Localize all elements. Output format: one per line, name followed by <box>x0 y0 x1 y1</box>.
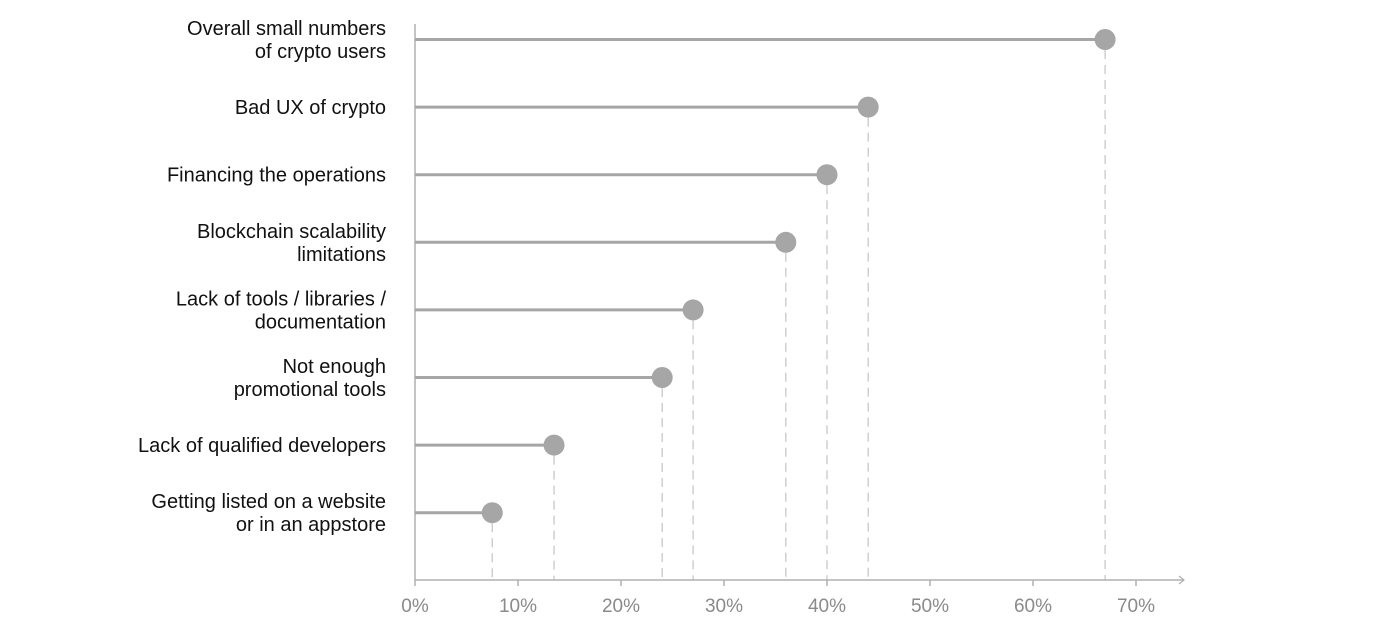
tick-labels: 0% 10% 20% 30% 40% 50% 60% 70% <box>401 596 1155 617</box>
lollipop-dot <box>857 96 879 118</box>
lollipop-dot <box>651 367 673 388</box>
category-label: Overall small numbers of crypto users <box>187 18 386 63</box>
x-tick-label: 70% <box>1117 596 1155 617</box>
lollipop-dot <box>543 434 565 456</box>
stems <box>415 38 1106 515</box>
lollipop-dot <box>775 231 797 253</box>
category-label: Lack of tools / libraries / documentation <box>176 288 387 333</box>
x-tick-label: 60% <box>1014 596 1052 617</box>
x-tick-label: 40% <box>808 596 846 617</box>
dots <box>481 29 1116 524</box>
lollipop-dot <box>1094 29 1116 50</box>
lollipop-dot <box>682 299 704 321</box>
category-label: Not enough promotional tools <box>234 356 386 401</box>
category-labels: Overall small numbers of crypto users Bad … <box>138 18 386 536</box>
axes <box>414 24 1185 586</box>
x-tick-label: 20% <box>602 596 640 617</box>
lollipop-dot <box>481 502 503 524</box>
category-label: Financing the operations <box>167 165 386 187</box>
category-label: Getting listed on a website or in an apps… <box>151 491 386 536</box>
lollipop-dot <box>816 164 838 186</box>
x-axis-arrow <box>1178 575 1185 585</box>
x-tick-label: 30% <box>705 596 743 617</box>
x-tick-label: 50% <box>911 596 949 617</box>
category-label: Blockchain scalability limitations <box>197 221 386 266</box>
x-tick-label: 0% <box>401 596 429 617</box>
guide-lines <box>491 50 1106 580</box>
category-label: Lack of qualified developers <box>138 435 386 457</box>
category-label: Bad UX of crypto <box>235 97 386 119</box>
x-tick-label: 10% <box>499 596 537 617</box>
